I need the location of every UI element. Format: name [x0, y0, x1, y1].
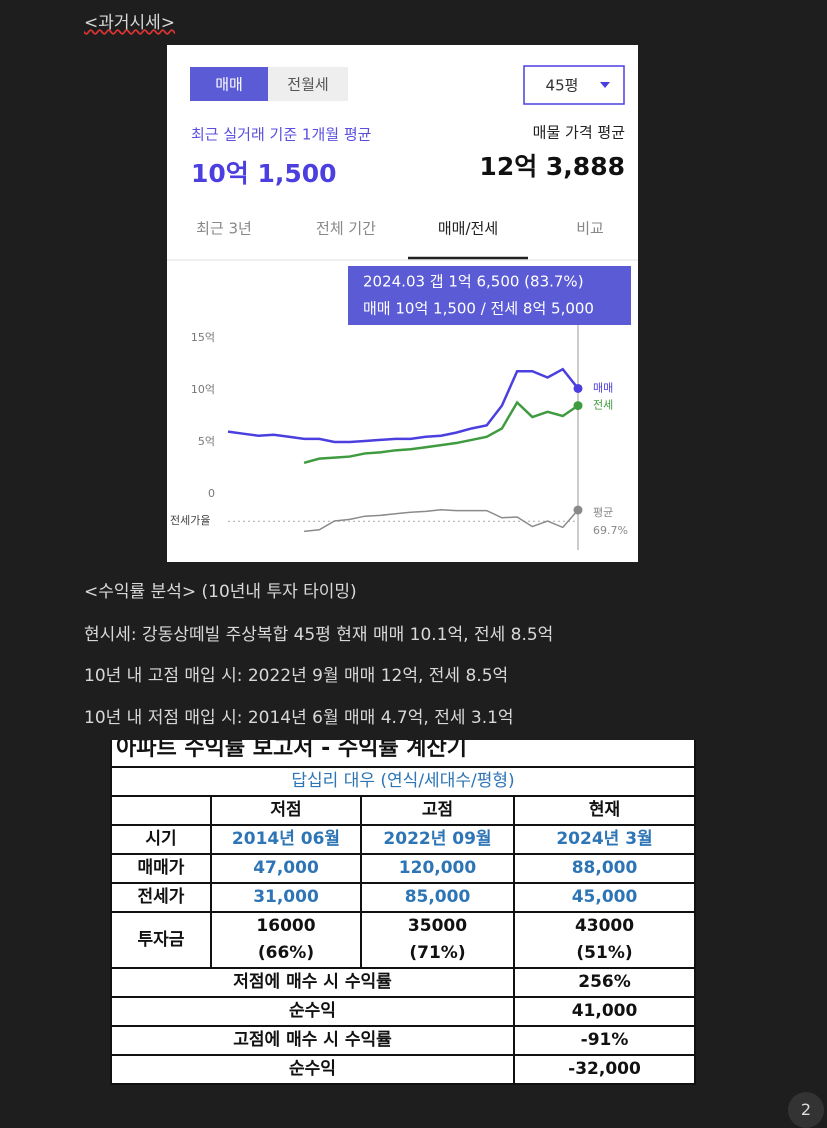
- summary-row: 순수익 -32,000: [110, 1054, 697, 1085]
- summary-value: 256%: [512, 967, 697, 998]
- end-dot: [573, 505, 583, 515]
- invest-ratio: (71%): [360, 940, 515, 969]
- analysis-line: 현시세: 강동상떼빌 주상복합 45평 현재 매매 10.1억, 전세 8.5억: [84, 625, 554, 645]
- series-line: [303, 400, 579, 465]
- header-cell: 현재: [512, 795, 697, 826]
- analysis-line: 10년 내 저점 매입 시: 2014년 6월 매매 4.7억, 전세 3.1억: [84, 708, 514, 728]
- analysis-line: 10년 내 고점 매입 시: 2022년 9월 매매 12억, 전세 8.5억: [84, 666, 509, 686]
- invest-row: (66%) (71%) (51%): [111, 940, 697, 969]
- header-row: 저점 고점 현재: [110, 795, 697, 826]
- row-label: 매매가: [110, 853, 212, 884]
- tooltip-line: 매매 10억 1,500 / 전세 8억 5,000: [363, 300, 594, 318]
- summary-row: 순수익 41,000: [110, 996, 697, 1027]
- series-line: [304, 509, 579, 533]
- data-cell: 2024년 3월: [512, 824, 697, 855]
- invest-ratio: (66%): [210, 940, 362, 969]
- period-tab[interactable]: 매매/전세: [438, 220, 498, 238]
- summary-row: 저점에 매수 시 수익률 256%: [110, 967, 697, 998]
- header-cell: 고점: [360, 795, 515, 826]
- legend-label: 매매: [593, 381, 613, 394]
- y-tick-label: 15억: [191, 331, 215, 344]
- period-tab[interactable]: 전체 기간: [316, 220, 376, 238]
- analysis-title: <수익률 분석> (10년내 투자 타이밍): [84, 582, 357, 602]
- data-cell: 88,000: [512, 853, 697, 884]
- page-number: 2: [788, 1092, 824, 1128]
- select-arrow: [600, 82, 610, 88]
- data-cell: 120,000: [360, 853, 515, 884]
- listing-value: 12억 3,888: [479, 152, 625, 181]
- data-cell: 2022년 09월: [360, 824, 515, 855]
- summary-label: 고점에 매수 시 수익률: [110, 1025, 515, 1056]
- tab-label[interactable]: 전월세: [287, 76, 328, 94]
- summary-value: -91%: [512, 1025, 697, 1056]
- listing-label: 매물 가격 평균: [533, 124, 626, 142]
- tab[interactable]: [268, 67, 348, 101]
- tooltip: [348, 266, 631, 325]
- table-title: 아파트 수익률 보고서 - 수익률 계산기: [109, 740, 697, 768]
- recent-value: 10억 1,500: [191, 159, 337, 188]
- invest-amount: 35000: [360, 911, 515, 940]
- header-cell: 저점: [210, 795, 362, 826]
- y-tick-label: 10억: [191, 383, 215, 396]
- legend-label: 전세: [593, 399, 613, 412]
- invest-ratio: (51%): [512, 940, 697, 969]
- heading: <과거시세>: [84, 13, 176, 33]
- recent-label: 최근 실거래 기준 1개월 평균: [191, 126, 372, 144]
- average-name: 평균: [593, 506, 613, 519]
- invest-amount: 16000: [210, 911, 362, 940]
- y-tick-label: 5억: [198, 435, 215, 448]
- average-label: 69.7%: [593, 524, 628, 537]
- size-select-label[interactable]: 45평: [546, 77, 579, 95]
- title-row: 아파트 수익률 보고서 - 수익률 계산기: [109, 740, 697, 768]
- data-cell: 47,000: [210, 853, 362, 884]
- row-label: 전세가: [110, 882, 212, 913]
- summary-label: 순수익: [110, 1054, 515, 1085]
- data-row: 매매가 47,000 120,000 88,000: [110, 853, 697, 884]
- summary-value: -32,000: [512, 1054, 697, 1085]
- data-cell: 2014년 06월: [210, 824, 362, 855]
- subtitle-row: 답십리 대우 (연식/세대수/평형): [109, 766, 697, 797]
- data-row: 시기 2014년 06월 2022년 09월 2024년 3월: [110, 824, 697, 855]
- period-tab[interactable]: 최근 3년: [196, 220, 252, 238]
- data-cell: 31,000: [210, 882, 362, 913]
- table-subtitle: 답십리 대우 (연식/세대수/평형): [109, 766, 697, 797]
- tab-label[interactable]: 매매: [215, 76, 243, 94]
- end-dot: [573, 383, 583, 393]
- summary-value: 41,000: [512, 996, 697, 1027]
- price-widget: 매매 전월세 45평 최근 실거래 기준 1개월 평균 10억 1,500 매물…: [167, 45, 638, 562]
- invest-row: 투자금 16000 35000 43000: [110, 911, 697, 969]
- data-cell: 85,000: [360, 882, 515, 913]
- period-tab[interactable]: 비교: [576, 220, 604, 238]
- summary-label: 순수익: [110, 996, 515, 1027]
- series-line: [227, 367, 579, 444]
- data-row: 전세가 31,000 85,000 45,000: [110, 882, 697, 913]
- header-cell: [110, 795, 212, 826]
- row-label: 시기: [110, 824, 212, 855]
- tab-active[interactable]: [190, 67, 268, 101]
- y-tick-label: 0: [208, 487, 215, 500]
- summary-label: 저점에 매수 시 수익률: [110, 967, 515, 998]
- summary-row: 고점에 매수 시 수익률 -91%: [110, 1025, 697, 1056]
- report-table: 아파트 수익률 보고서 - 수익률 계산기 답십리 대우 (연식/세대수/평형) 저…: [109, 740, 697, 1085]
- tooltip-line: 2024.03 갭 1억 6,500 (83.7%): [363, 273, 584, 291]
- invest-amount: 43000: [512, 911, 697, 940]
- data-cell: 45,000: [512, 882, 697, 913]
- end-dot: [573, 401, 583, 411]
- series-name: 전세가율: [170, 514, 210, 527]
- row-label: 투자금: [110, 911, 212, 969]
